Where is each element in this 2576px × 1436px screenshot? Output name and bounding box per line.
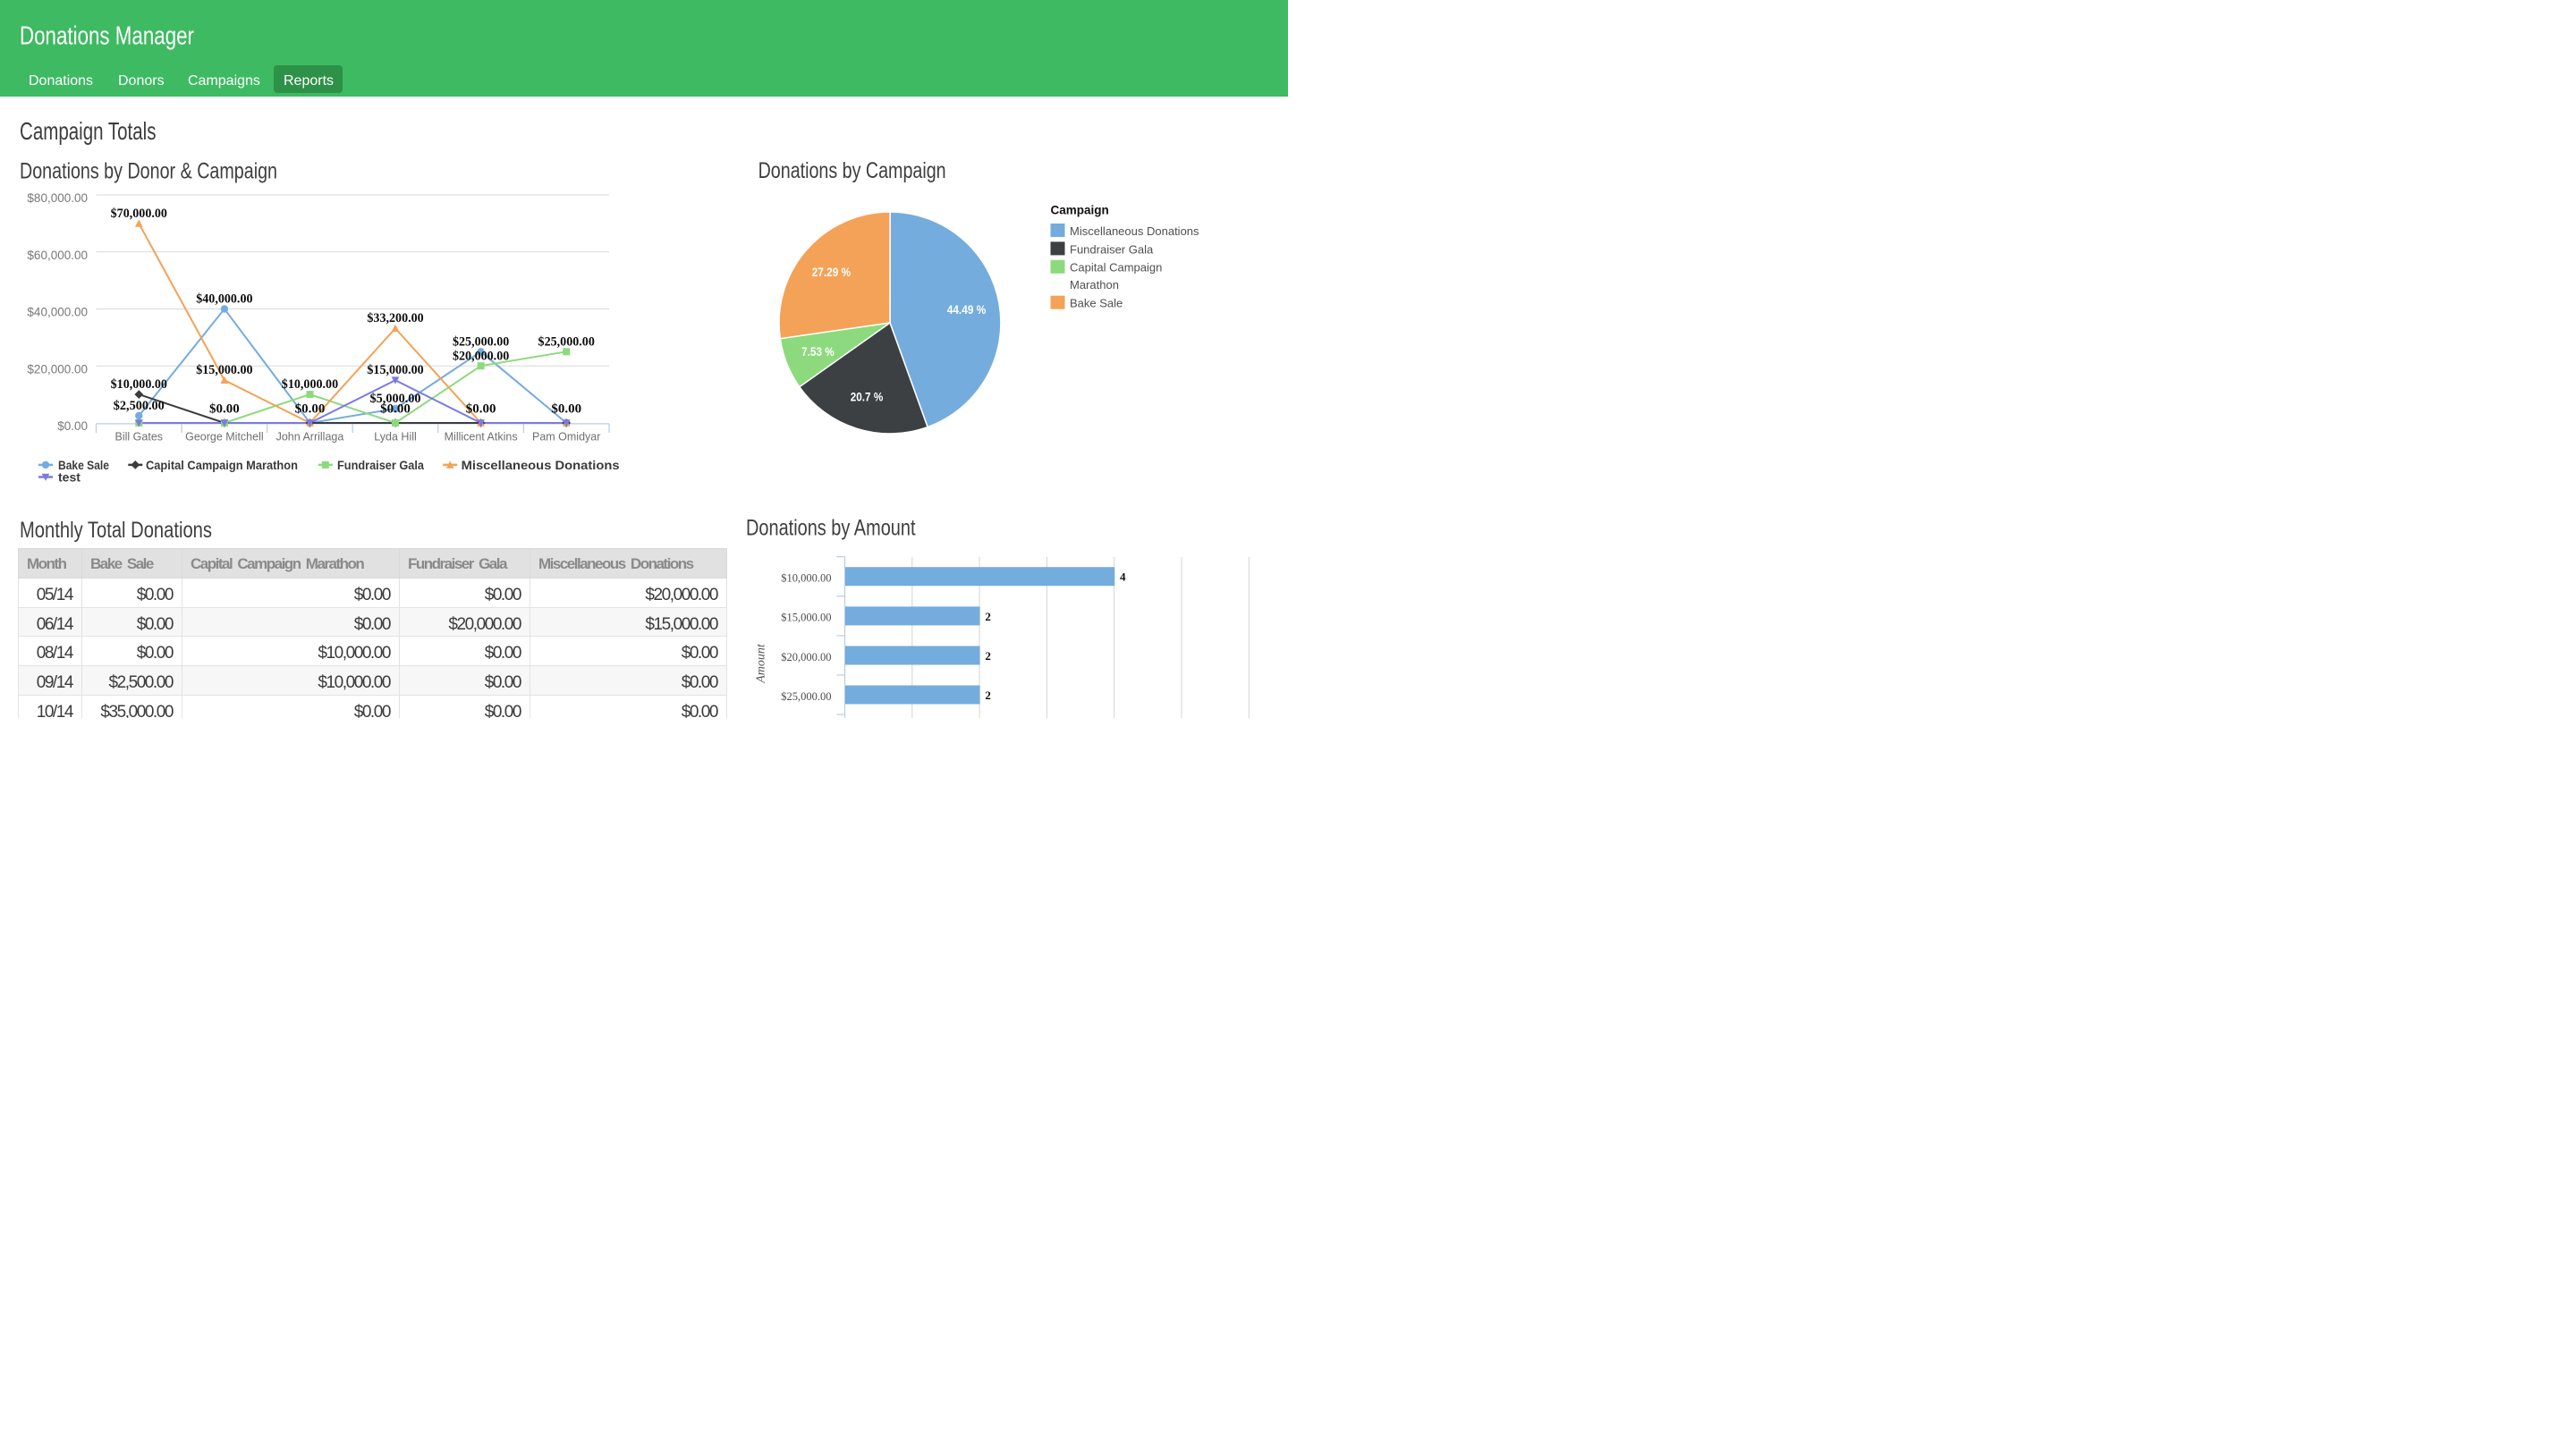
svg-text:Donations by Amount: Donations by Amount: [746, 516, 916, 541]
svg-text:$0.00: $0.00: [380, 402, 411, 417]
svg-text:44.49 %: 44.49 %: [947, 303, 987, 317]
svg-text:Millicent Atkins: Millicent Atkins: [445, 431, 518, 443]
svg-text:$20,000.00: $20,000.00: [781, 651, 831, 663]
svg-text:2: 2: [985, 649, 991, 663]
svg-text:$40,000.00: $40,000.00: [27, 306, 88, 319]
svg-text:Miscellaneous Donations: Miscellaneous Donations: [1070, 224, 1199, 238]
svg-text:test: test: [58, 470, 80, 485]
svg-text:$70,000.00: $70,000.00: [111, 207, 167, 221]
svg-text:Bake Sale: Bake Sale: [58, 458, 109, 472]
svg-text:Donations by Campaign: Donations by Campaign: [758, 158, 946, 183]
svg-text:Lyda Hill: Lyda Hill: [374, 431, 416, 443]
svg-text:Reports: Reports: [284, 73, 334, 89]
svg-text:20.7 %: 20.7 %: [851, 391, 884, 404]
svg-text:2: 2: [985, 610, 991, 623]
svg-text:Capital Campaign Marathon: Capital Campaign Marathon: [146, 458, 298, 472]
svg-text:$15,000.00: $15,000.00: [196, 363, 252, 377]
svg-text:Donations by Donor & Campaign: Donations by Donor & Campaign: [20, 159, 277, 184]
svg-text:$0.00: $0.00: [295, 402, 326, 417]
svg-text:Campaigns: Campaigns: [188, 73, 260, 89]
svg-text:Bake Sale: Bake Sale: [1070, 297, 1123, 310]
svg-text:$15,000.00: $15,000.00: [781, 612, 831, 624]
svg-text:$25,000.00: $25,000.00: [781, 690, 831, 703]
svg-text:$80,000.00: $80,000.00: [27, 191, 88, 205]
svg-text:2: 2: [985, 688, 991, 702]
svg-text:$33,200.00: $33,200.00: [367, 311, 423, 325]
svg-text:4: 4: [1120, 570, 1126, 584]
svg-text:$2,500.00: $2,500.00: [114, 399, 165, 413]
svg-text:Miscellaneous Donations: Miscellaneous Donations: [462, 458, 620, 472]
svg-text:Marathon: Marathon: [1070, 278, 1119, 291]
svg-text:$20,000.00: $20,000.00: [453, 349, 509, 363]
svg-text:Campaign: Campaign: [1051, 204, 1109, 217]
svg-text:Fundraiser Gala: Fundraiser Gala: [1070, 242, 1154, 256]
svg-text:$15,000.00: $15,000.00: [367, 363, 423, 377]
svg-text:$40,000.00: $40,000.00: [196, 292, 252, 307]
svg-text:Donors: Donors: [118, 73, 165, 89]
svg-text:John Arrillaga: John Arrillaga: [276, 431, 344, 443]
svg-text:$20,000.00: $20,000.00: [27, 362, 88, 376]
svg-text:Fundraiser Gala: Fundraiser Gala: [337, 458, 424, 472]
svg-text:$0.00: $0.00: [466, 402, 496, 417]
svg-text:Monthly Total Donations: Monthly Total Donations: [20, 518, 212, 543]
svg-text:$10,000.00: $10,000.00: [781, 572, 831, 585]
svg-text:Donations: Donations: [29, 73, 93, 89]
svg-text:$25,000.00: $25,000.00: [538, 334, 595, 349]
svg-text:George Mitchell: George Mitchell: [185, 431, 264, 443]
svg-text:Donations Manager: Donations Manager: [20, 21, 194, 50]
svg-text:$10,000.00: $10,000.00: [282, 377, 338, 392]
svg-text:Capital Campaign: Capital Campaign: [1070, 261, 1162, 275]
svg-text:Amount: Amount: [755, 643, 768, 684]
svg-text:$0.00: $0.00: [209, 402, 240, 417]
svg-text:7.53 %: 7.53 %: [801, 345, 835, 359]
svg-text:Campaign Totals: Campaign Totals: [20, 117, 157, 145]
svg-text:$60,000.00: $60,000.00: [27, 249, 88, 262]
svg-text:$0.00: $0.00: [551, 402, 581, 417]
svg-text:$0.00: $0.00: [57, 419, 88, 433]
svg-text:$10,000.00: $10,000.00: [111, 377, 167, 392]
svg-text:$25,000.00: $25,000.00: [453, 334, 509, 349]
svg-text:$5,000.00: $5,000.00: [370, 392, 421, 406]
svg-text:Bill Gates: Bill Gates: [115, 431, 164, 443]
svg-text:Pam Omidyar: Pam Omidyar: [532, 431, 600, 443]
svg-text:27.29 %: 27.29 %: [812, 266, 852, 279]
